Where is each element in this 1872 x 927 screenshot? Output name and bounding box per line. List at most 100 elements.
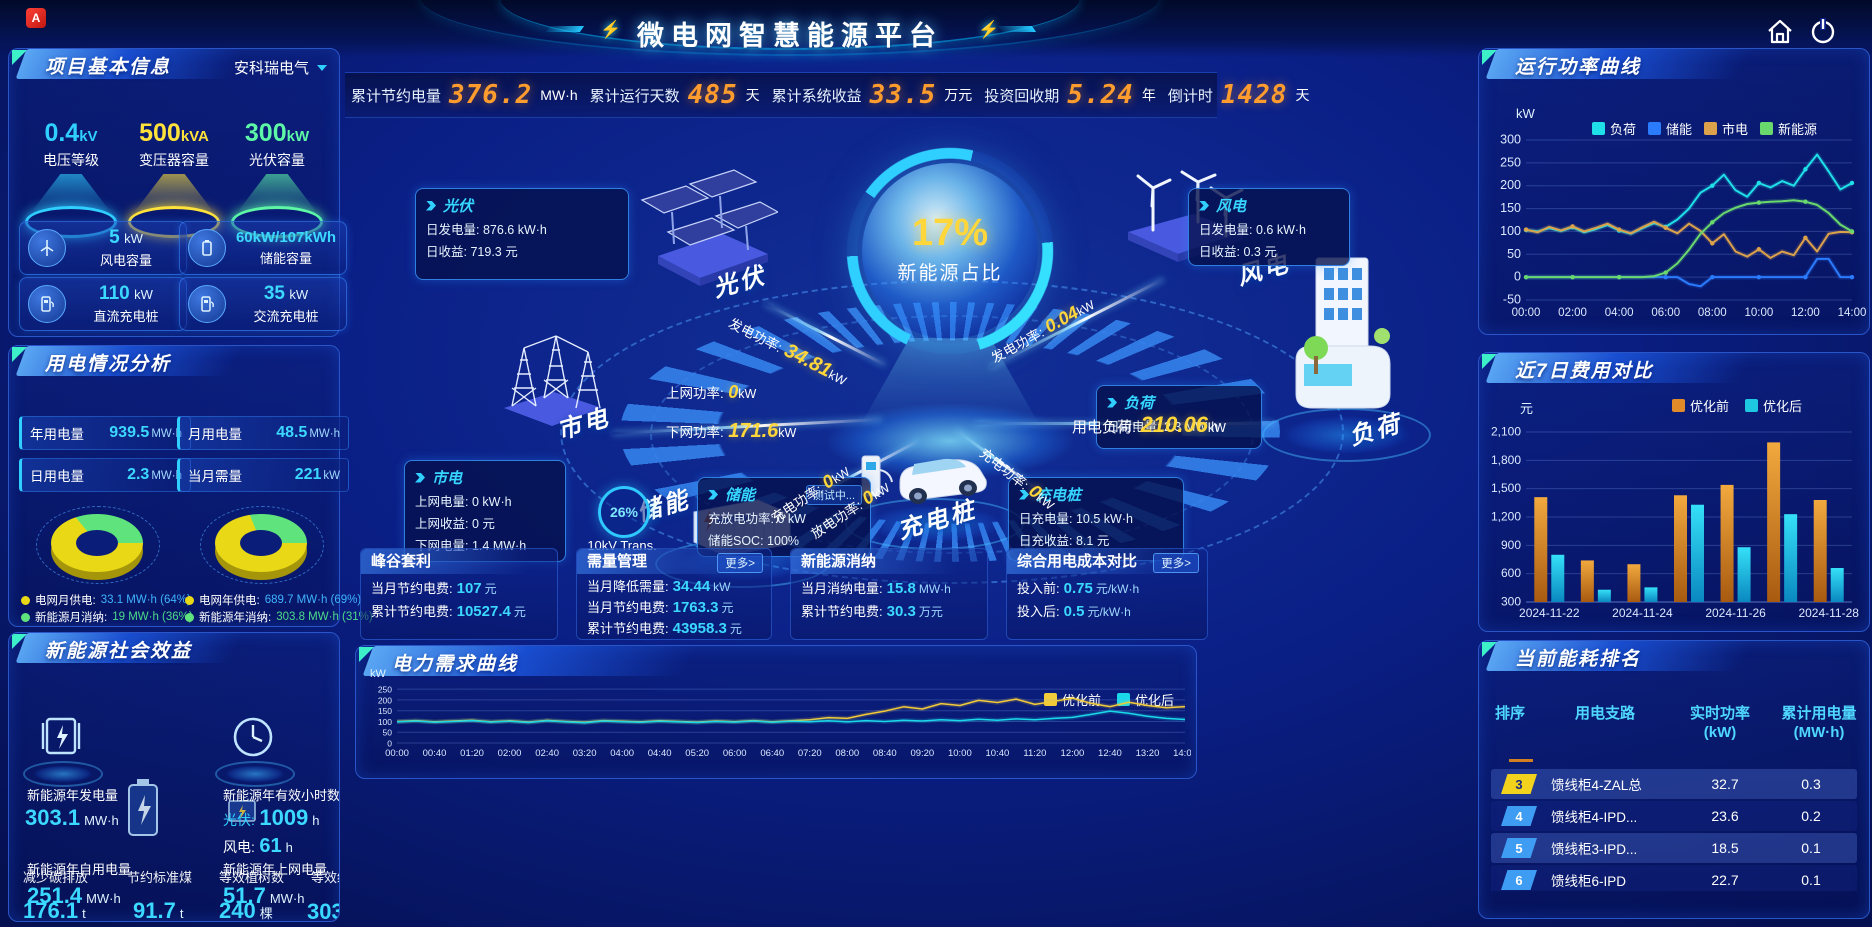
kpi-run-days: 累计运行天数 485 天 xyxy=(584,73,766,117)
trees-label: 等效植树数 xyxy=(219,870,285,885)
svg-text:00:00: 00:00 xyxy=(1512,307,1541,319)
row-unit: 元/kW·h xyxy=(1095,582,1140,596)
svg-text:13:20: 13:20 xyxy=(1136,748,1160,759)
kpi-label: 累计节约电量 xyxy=(351,87,442,105)
transformer-percent-badge: 26% xyxy=(598,486,650,538)
coal-label: 节约标准煤 xyxy=(127,870,193,885)
legend-label: 市电 xyxy=(1722,122,1749,137)
kpi-unit: 年 xyxy=(1141,87,1156,103)
row-value: 30.3 xyxy=(886,603,916,620)
stat-day-energy: 日用电量 2.3 MW·h xyxy=(19,458,191,492)
wind-turbine-icon xyxy=(28,229,66,267)
legend-label: 新能源月消纳: xyxy=(35,612,108,624)
self-use-value: 251.4 xyxy=(27,883,83,908)
total-energy: 0.2 xyxy=(1801,808,1821,824)
col-rank: 排序 xyxy=(1494,705,1525,722)
svg-text:02:40: 02:40 xyxy=(535,748,559,759)
svg-text:12:40: 12:40 xyxy=(1098,748,1122,759)
svg-text:50: 50 xyxy=(1507,247,1521,261)
legend-value: 689.7 MW·h (69%) xyxy=(264,594,362,606)
title-decor-bar xyxy=(997,26,1037,32)
total-energy: 0.3 xyxy=(1801,776,1821,792)
col-power: 实时功率 (kW) xyxy=(1689,705,1750,741)
tile-unit: kW xyxy=(124,231,143,246)
row-key: 当月节约电费: xyxy=(371,581,453,596)
stat-label: 年用电量 xyxy=(30,427,84,442)
kpi-value: 33.5 xyxy=(869,80,937,110)
donut-ring xyxy=(200,506,324,584)
battery-icon xyxy=(128,779,158,836)
panel-title: 电力需求曲线 xyxy=(392,654,519,675)
row-unit: 元 xyxy=(484,582,497,596)
spot-label: 电压等级 xyxy=(43,152,99,168)
row-key: 累计节约电费: xyxy=(371,604,453,619)
tile-label: 交流充电桩 xyxy=(253,309,319,324)
tile-label: 风电容量 xyxy=(99,253,152,268)
ranking-table-header: 排序 用电支路 实时功率 (kW) 累计用电量 (MW·h) xyxy=(1479,705,1869,743)
pv-info-box: 光伏 日发电量: 876.6 kW·h 日收益: 719.3 元 xyxy=(415,188,629,280)
row-unit: MW·h xyxy=(918,582,951,596)
legend-label: 电网年供电: xyxy=(199,595,260,607)
coal-value: 91.7 xyxy=(133,898,176,922)
certs-label: 等效绿证数 xyxy=(311,870,339,885)
row-value: 876.6 kW·h xyxy=(482,223,547,237)
branch-name: 馈线柜3-IPD... xyxy=(1551,842,1638,857)
legend-dot xyxy=(185,612,194,622)
legend-item[interactable]: 储能 xyxy=(1648,119,1692,138)
mini-title: 峰谷套利 xyxy=(361,549,557,574)
panel-title: 当前能耗排名 xyxy=(1515,649,1642,670)
branch-name: 馈线柜4-IPD... xyxy=(1551,810,1638,825)
more-button[interactable]: 更多> xyxy=(1153,553,1199,573)
legend-item[interactable]: 优化前 xyxy=(1672,396,1729,415)
power-button[interactable] xyxy=(1806,14,1838,46)
row-value: 43958.3 xyxy=(672,620,727,637)
row-unit: kW xyxy=(713,580,731,594)
flow-value: 171.6 xyxy=(728,420,779,442)
svg-text:2024-11-28: 2024-11-28 xyxy=(1798,606,1859,620)
company-select[interactable]: 安科瑞电气 xyxy=(234,57,327,78)
month-energy-donut xyxy=(51,514,143,572)
kpi-value: 1428 xyxy=(1220,80,1288,110)
row-value: 8.1 元 xyxy=(1075,534,1110,548)
legend-item[interactable]: 优化后 xyxy=(1745,396,1802,415)
svg-text:04:40: 04:40 xyxy=(648,748,672,759)
svg-text:100: 100 xyxy=(1500,224,1521,238)
stat-unit: kW xyxy=(323,470,340,482)
trees-value: 240 xyxy=(219,898,256,922)
y-axis-unit: 元 xyxy=(1520,401,1534,416)
svg-text:900: 900 xyxy=(1501,538,1521,552)
row-unit: 元 xyxy=(721,601,734,615)
more-button[interactable]: 更多> xyxy=(717,553,763,573)
dc-charger-icon xyxy=(28,285,66,323)
wind-info-box: 风电 日发电量: 0.6 kW·h 日收益: 0.3 元 xyxy=(1188,188,1350,266)
legend-label: 储能 xyxy=(1666,122,1693,137)
donut-ring xyxy=(36,506,160,584)
svg-text:05:20: 05:20 xyxy=(685,748,709,759)
home-button[interactable] xyxy=(1764,16,1796,48)
stat-value: 221 xyxy=(294,466,322,483)
legend-item: 电网月供电: 33.1 MW·h (64%) xyxy=(21,592,191,608)
tile-label: 储能容量 xyxy=(259,251,312,266)
svg-text:14:00: 14:00 xyxy=(1838,307,1866,319)
box-title: 储能 xyxy=(725,487,756,504)
renewable-share-value: 17% xyxy=(911,212,989,254)
stat-value: 2.3 xyxy=(127,466,150,483)
co2-label: 减少碳排放 xyxy=(23,870,89,885)
legend-item[interactable]: 负荷 xyxy=(1592,119,1636,138)
kpi-unit: 天 xyxy=(745,87,760,103)
legend-item[interactable]: 新能源 xyxy=(1760,119,1817,138)
gen-value: 303.1 xyxy=(25,805,81,830)
box-title: 风电 xyxy=(1216,198,1247,215)
stat-month-energy: 月用电量 48.5 MW·h xyxy=(177,416,349,450)
legend-item[interactable]: 市电 xyxy=(1704,119,1748,138)
stat-label: 月用电量 xyxy=(188,427,242,442)
to-grid-label: 新能源年上网电量 xyxy=(223,862,328,877)
stat-unit: MW·h xyxy=(151,470,182,482)
trees-unit: 棵 xyxy=(259,906,273,921)
tile-unit: kW xyxy=(134,287,153,302)
svg-text:0: 0 xyxy=(387,739,392,749)
legend-value: 19 MW·h (36%) xyxy=(112,611,193,623)
col-energy: 累计用电量 (MW·h) xyxy=(1781,705,1857,741)
